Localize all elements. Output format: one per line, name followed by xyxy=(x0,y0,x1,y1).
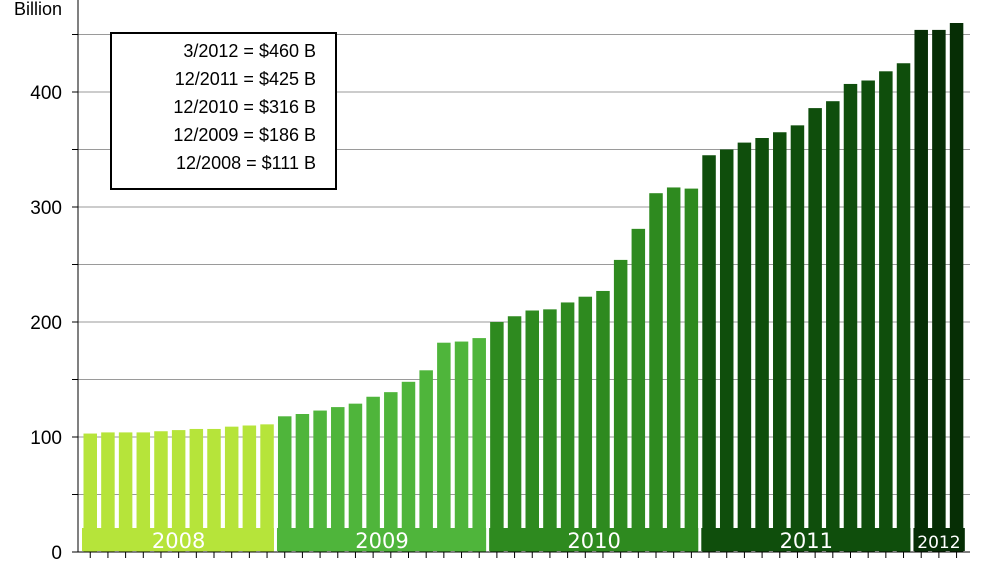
bar xyxy=(596,290,610,552)
year-band xyxy=(912,528,965,551)
bar xyxy=(702,155,716,552)
bar xyxy=(949,23,964,552)
legend-entry: 12/2010 = $316 B xyxy=(173,97,316,117)
bar xyxy=(861,80,875,552)
bars xyxy=(83,23,964,553)
bar xyxy=(790,125,805,552)
bar xyxy=(666,187,681,552)
bar xyxy=(737,142,752,552)
legend: 3/2012 = $460 B 12/2011 = $425 B 12/2010… xyxy=(110,32,337,190)
bar xyxy=(401,381,416,552)
bar xyxy=(348,403,363,552)
bar xyxy=(932,29,946,552)
bar xyxy=(826,101,840,552)
bar xyxy=(543,309,557,552)
bar xyxy=(136,432,151,552)
legend-box xyxy=(110,32,337,190)
bar xyxy=(684,188,699,552)
bar xyxy=(879,71,893,553)
bar xyxy=(171,430,186,552)
bar xyxy=(843,83,858,552)
y-tick-label: 400 xyxy=(30,83,62,104)
bar xyxy=(224,426,239,552)
bar xyxy=(914,29,928,552)
bar xyxy=(649,193,663,552)
bar xyxy=(154,431,168,552)
bar xyxy=(808,108,822,552)
y-axis: 0 100 200 300 400 xyxy=(30,0,970,562)
year-label: 2012 xyxy=(917,533,960,553)
year-band xyxy=(82,528,276,551)
bar xyxy=(260,424,274,552)
bar xyxy=(277,416,292,552)
bar xyxy=(613,259,628,552)
bar xyxy=(331,407,345,552)
year-label: 2008 xyxy=(152,529,205,553)
bar xyxy=(313,410,327,552)
bar xyxy=(472,338,486,552)
year-label: 2011 xyxy=(780,529,833,553)
bar xyxy=(366,396,380,552)
bar xyxy=(719,149,734,552)
y-tick-label: 200 xyxy=(30,313,62,334)
bar xyxy=(207,428,221,552)
bar xyxy=(578,296,593,552)
y-axis-title: Billion xyxy=(14,0,62,19)
bar xyxy=(419,370,433,552)
bar xyxy=(101,432,115,552)
legend-entry: 12/2011 = $425 B xyxy=(175,69,316,89)
year-label: 2010 xyxy=(567,529,620,553)
year-band xyxy=(488,528,700,551)
year-label: 2009 xyxy=(355,529,408,553)
bar xyxy=(437,342,451,552)
bar xyxy=(525,310,539,552)
bar xyxy=(454,341,469,552)
bar xyxy=(507,316,522,552)
bar xyxy=(755,138,769,552)
bar xyxy=(896,63,911,552)
legend-entry: 12/2009 = $186 B xyxy=(173,125,316,145)
bar xyxy=(490,322,504,552)
bar xyxy=(631,228,646,552)
year-band xyxy=(700,528,912,551)
year-band xyxy=(276,528,488,551)
bar xyxy=(773,132,787,552)
y-tick-label: 300 xyxy=(30,198,62,219)
bar xyxy=(118,432,133,552)
bar xyxy=(295,414,310,552)
bar xyxy=(242,425,257,552)
bar xyxy=(83,433,97,552)
bar xyxy=(560,302,575,552)
bar xyxy=(384,392,398,552)
y-tick-label: 0 xyxy=(51,543,62,562)
y-tick-label: 100 xyxy=(30,428,62,449)
bar xyxy=(189,428,204,552)
year-bands: 2008 2009 2010 2011 2012 xyxy=(82,520,965,553)
legend-entry: 3/2012 = $460 B xyxy=(183,41,316,61)
legend-entry: 12/2008 = $111 B xyxy=(176,153,316,173)
